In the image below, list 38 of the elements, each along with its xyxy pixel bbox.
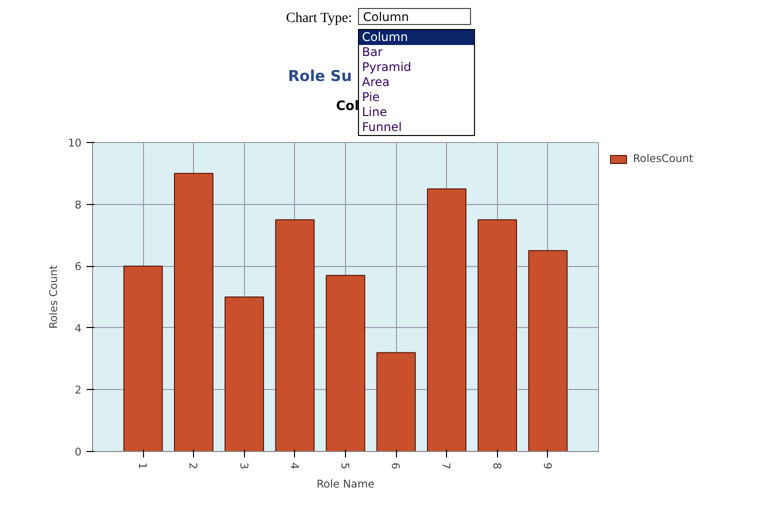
- x-tick-label: 3: [237, 462, 250, 470]
- text: Chart Type:: [286, 10, 352, 28]
- bar: [326, 274, 366, 452]
- bar: [275, 219, 315, 452]
- text: Line: [361, 105, 388, 120]
- y-tick-label: 6: [74, 260, 82, 274]
- x-tick-label: 7: [440, 462, 453, 470]
- x-tick-label: 5: [338, 462, 352, 470]
- y-tick-label: 8: [74, 198, 82, 212]
- x-tick-label: 8: [490, 462, 504, 470]
- y-tick-label: 0: [74, 446, 82, 458]
- bar: [528, 250, 568, 452]
- y-tick-label: 4: [74, 322, 82, 335]
- text: Pyramid: [361, 60, 412, 75]
- y-axis-title: Roles Count: [46, 265, 60, 329]
- text: Column: [359, 30, 474, 45]
- bar: [123, 266, 163, 452]
- bar: [478, 219, 518, 452]
- text: Bar: [361, 45, 384, 60]
- text: Pie: [361, 90, 381, 105]
- bar: [426, 188, 466, 452]
- x-tick-label: 2: [186, 462, 200, 470]
- y-tick-label: 2: [74, 384, 82, 397]
- x-tick-label: 1: [136, 462, 150, 470]
- y-tick-label: 10: [68, 136, 82, 150]
- bar: [224, 296, 264, 452]
- bar: [174, 172, 214, 452]
- x-axis-title: Role Name: [316, 477, 374, 490]
- text: Column: [358, 8, 471, 25]
- x-tick-label: 9: [540, 462, 554, 470]
- text: Area: [361, 75, 391, 90]
- legend-label: RolesCount: [633, 152, 694, 165]
- bar: [376, 352, 416, 452]
- chart-title: Role Su: [288, 66, 352, 87]
- text: Funnel: [361, 120, 403, 135]
- x-tick-label: 4: [288, 462, 301, 470]
- x-tick-label: 6: [389, 462, 402, 470]
- chart-subtitle: Col: [336, 98, 359, 116]
